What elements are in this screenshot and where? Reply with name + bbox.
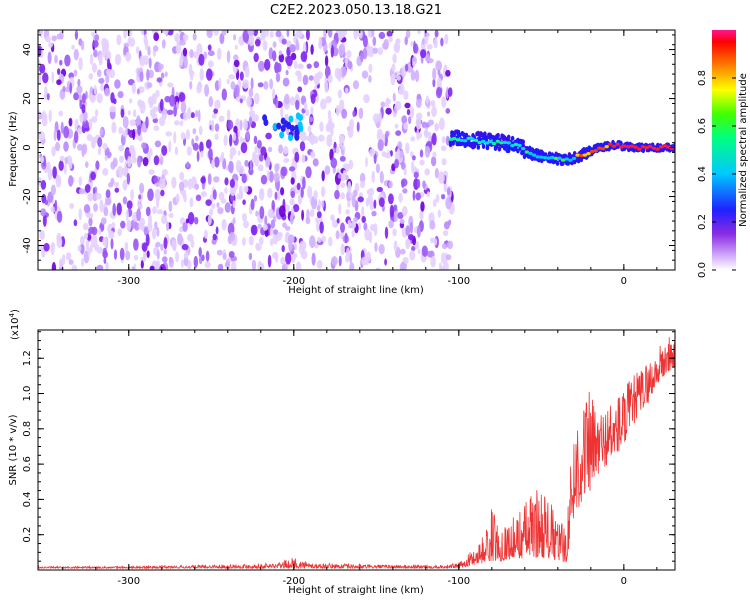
snr-y-tick-label: 1.2 <box>22 350 33 366</box>
snr-multiplier-close: ) <box>10 309 21 313</box>
spectrogram-x-tick-label: 0 <box>621 276 627 287</box>
snr-y-axis-label: SNR (10 * v/v) <box>8 414 19 485</box>
snr-y-tick-label: 0.2 <box>22 527 33 543</box>
spectrogram-y-tick-label: 0 <box>22 144 33 150</box>
spectrogram-x-tick-label: -100 <box>447 276 470 287</box>
snr-y-tick-label: 0.4 <box>22 491 33 507</box>
snr-y-tick-label: 1.0 <box>22 386 33 402</box>
colorbar-ticks: 0.0 0.2 0.4 0.6 0.8 <box>697 70 736 278</box>
spectrogram-x-axis-label: Height of straight line (km) <box>288 285 424 296</box>
snr-series <box>38 337 675 570</box>
spectrogram-cells <box>38 30 675 270</box>
snr-x-tick-label: -300 <box>117 576 140 587</box>
colorbar-tick-label: 0.2 <box>697 214 708 230</box>
colorbar-label: Normalized spectral amplitude <box>738 73 749 227</box>
spectrogram-y-tick-label: 20 <box>22 92 33 105</box>
spectrogram-y-tick-label: -20 <box>22 188 33 204</box>
snr-y-tick-label: 0.8 <box>22 421 33 437</box>
snr-multiplier: (x104) <box>8 309 21 340</box>
spectrogram-frame <box>37 29 676 271</box>
snr-x-tick-label: -200 <box>282 576 305 587</box>
spectrogram-y-tick-label: 40 <box>22 43 33 56</box>
snr-x-axis-label: Height of straight line (km) <box>288 585 424 596</box>
spectrogram-x-tick-label: -200 <box>282 276 305 287</box>
snr-y-ticks: 0.2 0.4 0.6 0.8 1.0 1.2 <box>22 331 675 562</box>
chart-title: C2E2.2023.050.13.18.G21 <box>270 3 442 18</box>
colorbar-tick-label: 0.0 <box>697 262 708 278</box>
spectrogram-y-ticks: -40 -20 0 20 40 <box>22 34 675 271</box>
spectrogram-y-tick-label: -40 <box>22 237 33 253</box>
snr-panel: -300 -200 -100 0 0.2 0.4 0.6 0.8 1.0 1.2 Height … <box>8 309 676 596</box>
snr-frame <box>37 329 676 571</box>
snr-x-tick-label: -100 <box>447 576 470 587</box>
snr-x-tick-label: 0 <box>621 576 627 587</box>
snr-line <box>38 337 675 570</box>
spectrogram-y-axis-label: Frequency (Hz) <box>8 111 19 187</box>
snr-x-ticks: -300 -200 -100 0 <box>62 330 658 587</box>
spectrogram-image <box>38 30 675 270</box>
colorbar-tick-label: 0.8 <box>697 70 708 86</box>
snr-multiplier-exp: 4 <box>8 312 16 317</box>
colorbar-tick-label: 0.6 <box>697 118 708 134</box>
snr-multiplier-base: (x10 <box>10 317 21 340</box>
spectrogram-x-tick-label: -300 <box>117 276 140 287</box>
colorbar: 0.0 0.2 0.4 0.6 0.8 Normalized spectral ampl… <box>697 30 749 278</box>
spectrogram-x-ticks: -300 -200 -100 0 <box>62 30 658 287</box>
colorbar-gradient <box>712 30 736 270</box>
snr-y-tick-label: 0.6 <box>22 456 33 472</box>
colorbar-tick-label: 0.4 <box>697 166 708 182</box>
